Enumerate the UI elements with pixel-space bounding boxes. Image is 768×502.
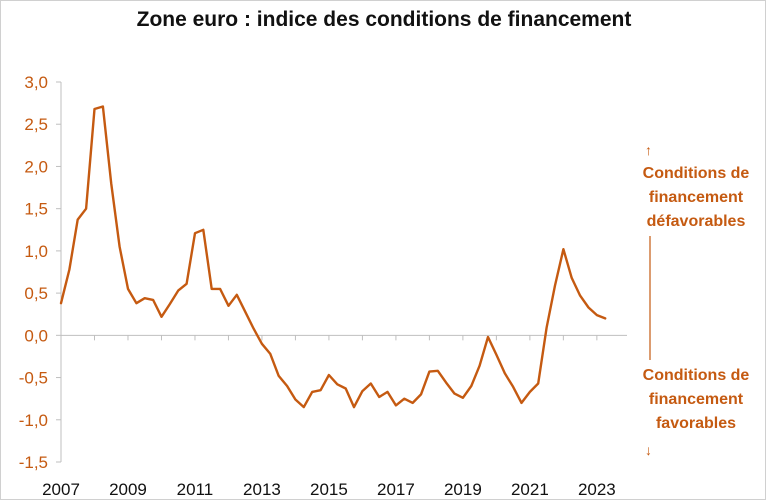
data-point [85,207,87,209]
data-point [68,268,70,270]
data-point [194,232,196,234]
data-point [403,397,405,399]
data-point [378,396,380,398]
data-point [529,391,531,393]
annotation-unfavorable: Conditions de financement défavorables [628,162,764,234]
data-point [504,372,506,374]
data-point [579,294,581,296]
data-point [244,310,246,312]
annotation-favorable-line-3: favorables [655,415,737,432]
data-point [202,229,204,231]
y-tick-label: -1,5 [19,453,48,472]
data-point [236,294,238,296]
x-tick-label: 2023 [578,480,616,499]
data-point [395,404,397,406]
data-point [319,389,321,391]
data-point [520,402,522,404]
x-tick-label: 2015 [310,480,348,499]
data-point [562,248,564,250]
data-point [370,382,372,384]
data-point [211,288,213,290]
data-point [353,406,355,408]
data-point [303,406,305,408]
x-tick-label: 2021 [511,480,549,499]
data-point [118,245,120,247]
annotation-unfavorable-line-2: financement [648,189,744,206]
data-point [470,385,472,387]
data-point [437,370,439,372]
data-point [336,383,338,385]
data-point [512,386,514,388]
x-tick-label: 2013 [243,480,281,499]
data-point [110,182,112,184]
data-point [77,218,79,220]
y-tick-label: -1,0 [19,411,48,430]
data-point [252,327,254,329]
data-point [286,385,288,387]
data-point [587,306,589,308]
data-point [277,375,279,377]
data-point [93,108,95,110]
data-point [227,305,229,307]
data-point [144,297,146,299]
data-point [294,398,296,400]
data-point [495,354,497,356]
data-point [219,288,221,290]
data-point [169,303,171,305]
data-point [152,299,154,301]
annotation-favorable-line-1: Conditions de [642,367,750,384]
data-point [428,370,430,372]
data-point [411,402,413,404]
data-point [185,283,187,285]
data-point [328,374,330,376]
y-tick-label: 1,5 [24,200,48,219]
annotation-favorable-line-2: financement [648,391,744,408]
data-point [127,288,129,290]
y-tick-label: -0,5 [19,369,48,388]
data-point [135,302,137,304]
data-point [462,397,464,399]
data-point [361,390,363,392]
data-point [344,387,346,389]
y-tick-label: 0,5 [24,284,48,303]
x-tick-label: 2011 [177,480,214,499]
chart-title: Zone euro : indice des conditions de fin… [136,8,632,31]
annotation-favorable: Conditions de financement favorables [628,364,764,436]
y-tick-label: 1,0 [24,242,48,261]
data-point [386,391,388,393]
y-tick-label: 0,0 [24,326,48,345]
y-tick-label: 2,5 [24,115,48,134]
series-line [59,105,607,409]
data-point [596,314,598,316]
data-point [420,393,422,395]
x-tick-label: 2009 [109,480,147,499]
data-point [571,277,573,279]
down-arrow-icon: ↓ [645,442,652,458]
data-point [545,327,547,329]
data-point [445,381,447,383]
data-point [453,392,455,394]
annotation-unfavorable-line-1: Conditions de [642,165,750,182]
data-point [177,289,179,291]
data-point [60,302,62,304]
x-tick-label: 2019 [444,480,482,499]
x-tick-label: 2017 [377,480,415,499]
y-tick-label: 2,0 [24,157,48,176]
data-point [311,391,313,393]
data-point [261,343,263,345]
data-point [269,353,271,355]
data-point [160,316,162,318]
y-tick-label: 3,0 [24,73,48,92]
annotation-unfavorable-line-3: défavorables [646,213,746,230]
data-point [537,382,539,384]
data-point [102,105,104,107]
data-point [604,317,606,319]
x-tick-label: 2007 [42,480,80,499]
data-point [487,336,489,338]
data-point [554,284,556,286]
data-point [478,365,480,367]
up-arrow-icon: ↑ [645,142,652,158]
